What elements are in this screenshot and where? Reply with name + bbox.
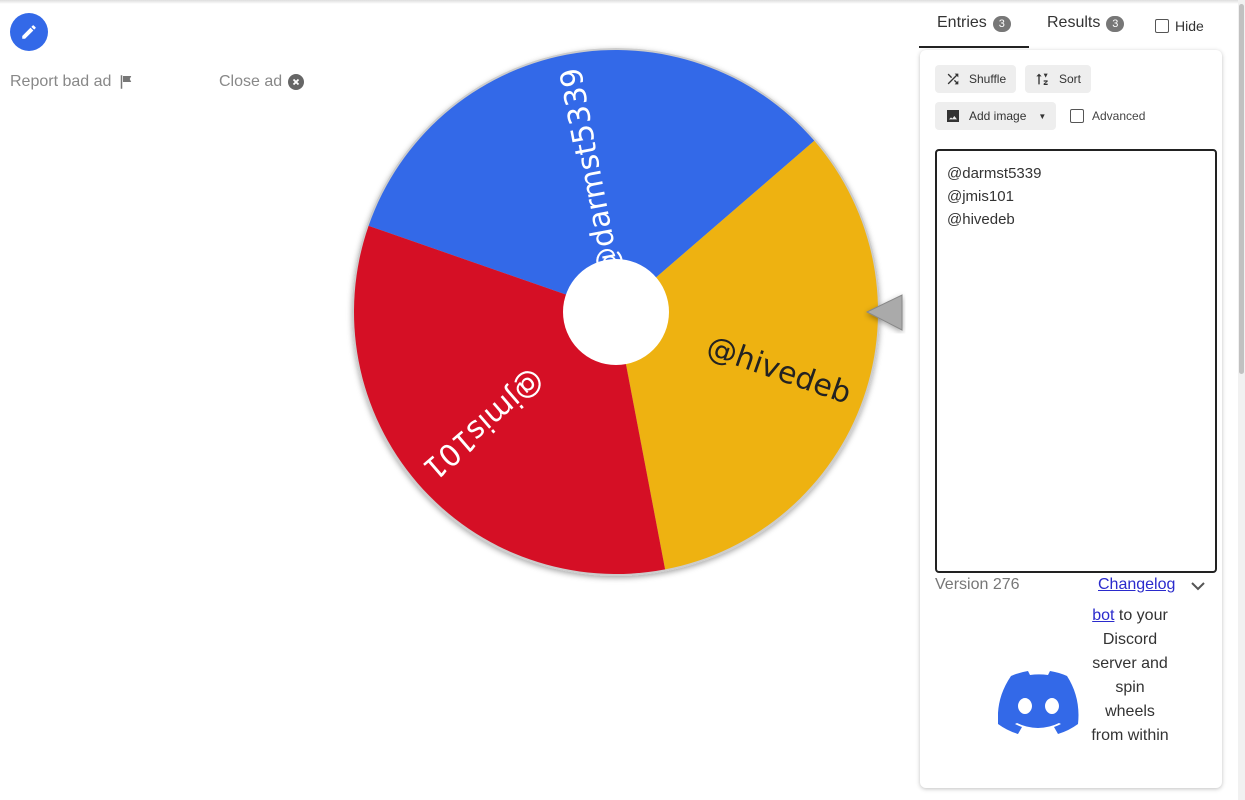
add-image-button[interactable]: Add image ▼ (935, 102, 1057, 130)
results-count-badge: 3 (1106, 16, 1125, 32)
hide-checkbox[interactable]: Hide (1155, 16, 1204, 36)
sort-button[interactable]: Sort (1025, 65, 1092, 93)
discord-logo-icon (998, 671, 1079, 734)
spin-wheel[interactable]: @darmst5339@hivedeb@jmis101 (340, 36, 920, 596)
discord-promo-text: bot to your Discord server and spin whee… (1090, 604, 1170, 748)
changelog-link[interactable]: Changelog (1098, 576, 1176, 593)
scrollbar-thumb[interactable] (1239, 4, 1244, 374)
advanced-checkbox[interactable]: Advanced (1070, 109, 1145, 123)
sort-label: Sort (1059, 72, 1082, 86)
close-circle-icon (288, 74, 305, 90)
hide-checkbox-box[interactable] (1155, 19, 1169, 33)
shuffle-label: Shuffle (969, 72, 1007, 86)
scrollbar-track[interactable] (1238, 0, 1245, 800)
wheel-segment (368, 50, 815, 313)
tab-entries-label: Entries (937, 14, 987, 31)
close-ad-link[interactable]: Close ad (219, 73, 305, 91)
entries-panel: Shuffle Sort Add image ▼ Advanced Versio… (920, 50, 1222, 788)
chevron-down-icon[interactable] (1190, 578, 1206, 594)
flag-icon (121, 75, 132, 89)
advanced-label: Advanced (1092, 109, 1146, 123)
tab-entries[interactable]: Entries 3 (937, 14, 1011, 48)
entries-count-badge: 3 (992, 16, 1011, 32)
add-image-label: Add image (969, 109, 1027, 123)
report-bad-ad-label: Report bad ad (10, 73, 112, 90)
dropdown-arrow-icon: ▼ (1038, 111, 1047, 121)
sort-icon (1036, 73, 1048, 85)
advanced-checkbox-box[interactable] (1070, 109, 1084, 123)
wheel-segment (616, 140, 878, 570)
hide-label: Hide (1175, 18, 1204, 34)
shuffle-icon (947, 73, 959, 85)
report-bad-ad-link[interactable]: Report bad ad (10, 73, 135, 91)
entries-textarea[interactable] (935, 149, 1217, 573)
edit-button[interactable] (10, 13, 48, 51)
wheel-pointer (865, 294, 903, 331)
image-icon (947, 110, 959, 122)
shuffle-button[interactable]: Shuffle (935, 65, 1017, 93)
wheel-center-hub[interactable] (563, 259, 669, 365)
version-label: Version 276 (935, 576, 1020, 593)
top-bar-shadow (0, 0, 1245, 4)
discord-promo-body: to your Discord server and spin wheels f… (1091, 607, 1169, 744)
tab-bar: Entries 3 Results 3 Hide (919, 14, 1229, 48)
active-tab-indicator (919, 46, 1029, 48)
tab-results-label: Results (1047, 14, 1101, 31)
tab-results[interactable]: Results 3 (1047, 14, 1125, 48)
discord-bot-link[interactable]: bot (1092, 607, 1115, 624)
close-ad-label: Close ad (219, 73, 283, 90)
pencil-icon (22, 25, 36, 39)
